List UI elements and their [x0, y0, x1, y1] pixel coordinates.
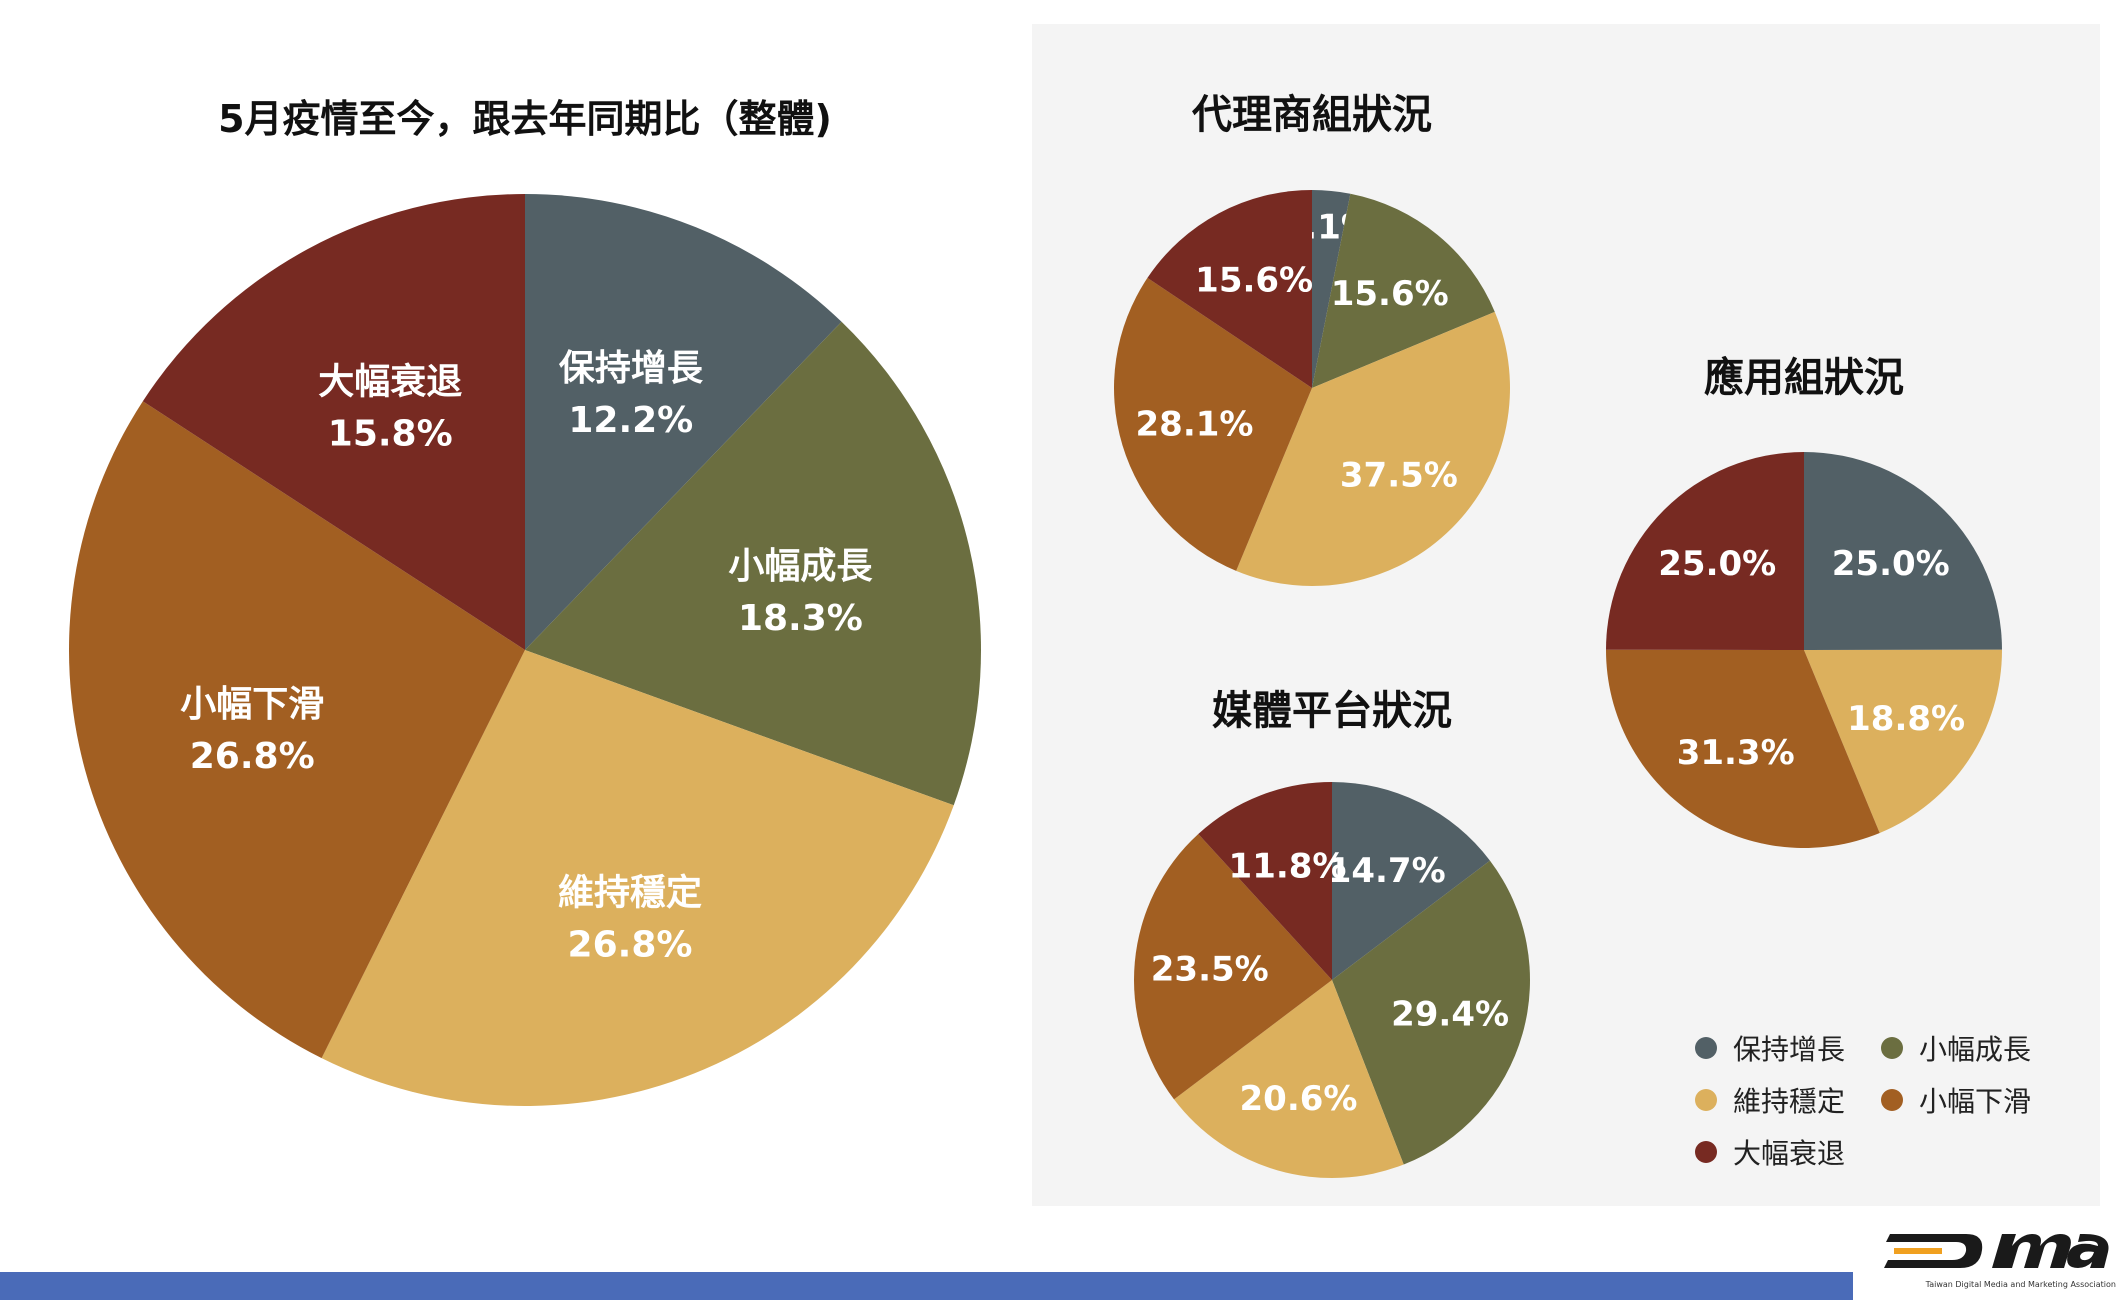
media-chart-title: 媒體平台狀況: [1212, 688, 1452, 734]
media-slice-small_decline: [1134, 833, 1332, 1100]
legend-swatch: [1695, 1089, 1717, 1111]
overall-label-stable: 維持穩定 26.8%: [558, 872, 702, 965]
dma-logo-mark: [1884, 1234, 2109, 1268]
app-pie: 25.0% 18.8% 31.3% 25.0%: [1606, 451, 2003, 848]
legend-swatch: [1881, 1089, 1903, 1111]
agency-label-stable: 37.5%: [1340, 456, 1458, 496]
agency-label-big_decline: 15.6%: [1195, 261, 1313, 301]
app-label-stable: 18.8%: [1847, 699, 1965, 739]
legend-item-big_decline: 大幅衰退: [1695, 1132, 1881, 1172]
legend-label: 維持穩定: [1733, 1085, 1846, 1118]
legend-swatch: [1695, 1037, 1717, 1059]
overall-label-keep_growth: 保持增長 12.2%: [559, 348, 704, 441]
app-label-keep_growth: 25.0%: [1832, 544, 1950, 584]
media-pie: 14.7% 29.4% 20.6% 23.5% 11.8%: [1134, 782, 1530, 1178]
agency-slice-stable: [1236, 311, 1510, 586]
overall-label-small_growth: 小幅成長 18.3%: [728, 546, 873, 639]
media-label-stable: 20.6%: [1240, 1079, 1358, 1119]
app-slice-small_decline: [1606, 649, 1880, 848]
overall-slice-small_growth: [525, 321, 981, 806]
overall-slice-big_decline: [142, 194, 525, 650]
app-label-small_decline: 31.3%: [1677, 733, 1795, 773]
app-label-big_decline: 25.0%: [1658, 544, 1776, 584]
overall-label-big_decline: 大幅衰退 15.8%: [318, 361, 462, 454]
agency-slice-small_decline: [1114, 277, 1312, 571]
app-slice-big_decline: [1606, 452, 1804, 650]
agency-label-small_decline: 28.1%: [1136, 404, 1254, 444]
legend-item-keep_growth: 保持增長: [1695, 1028, 1881, 1068]
overall-slice-small_decline: [68, 401, 526, 1059]
dma-logo: Taiwan Digital Media and Marketing Assoc…: [1880, 1222, 2116, 1298]
overall-slice-stable: [321, 650, 954, 1106]
media-label-big_decline: 11.8%: [1229, 846, 1347, 886]
media-label-small_growth: 29.4%: [1391, 994, 1509, 1034]
media-slice-big_decline: [1198, 782, 1332, 980]
overall-slice-keep_growth: [525, 194, 842, 650]
legend-item-small_growth: 小幅成長: [1881, 1028, 2067, 1068]
legend-label: 大幅衰退: [1733, 1137, 1846, 1170]
app-slice-keep_growth: [1804, 451, 2002, 650]
media-slice-keep_growth: [1332, 782, 1490, 980]
logo-caption: Taiwan Digital Media and Marketing Assoc…: [1925, 1280, 2116, 1289]
agency-chart-title: 代理商組狀況: [1192, 92, 1432, 138]
media-label-small_decline: 23.5%: [1151, 950, 1269, 990]
legend-label: 小幅成長: [1919, 1033, 2032, 1066]
media-slice-small_growth: [1332, 860, 1530, 1165]
media-label-keep_growth: 14.7%: [1328, 851, 1446, 891]
agency-pie: 3.1%15.6%37.5%28.1%15.6%: [1114, 190, 1510, 586]
legend-label: 保持增長: [1733, 1033, 1846, 1066]
agency-slice-small_growth: [1312, 193, 1495, 388]
overall-pie: 保持增長 12.2% 小幅成長 18.3% 維持穩定 26.8% 小幅下滑 26.8% 大幅衰退…: [68, 194, 981, 1106]
footer-bar: [0, 1272, 1853, 1300]
legend-item-small_decline: 小幅下滑: [1881, 1080, 2067, 1120]
app-slice-stable: [1804, 649, 2003, 833]
agency-slice-big_decline: [1147, 190, 1312, 388]
legend-label: 小幅下滑: [1919, 1085, 2032, 1118]
agency-label-small_growth: 15.6%: [1331, 274, 1449, 314]
legend: 保持增長 小幅成長維持穩定 小幅下滑大幅衰退: [1695, 1028, 2067, 1172]
legend-item-stable: 維持穩定: [1695, 1080, 1881, 1120]
legend-swatch: [1881, 1037, 1903, 1059]
agency-slice-keep_growth: [1312, 190, 1351, 388]
app-chart-title: 應用組狀況: [1704, 355, 1904, 401]
overall-label-small_decline: 小幅下滑 26.8%: [180, 684, 324, 777]
media-slice-stable: [1174, 980, 1404, 1178]
legend-swatch: [1695, 1141, 1717, 1163]
overall-chart-title: 5月疫情至今，跟去年同期比（整體): [218, 97, 832, 141]
